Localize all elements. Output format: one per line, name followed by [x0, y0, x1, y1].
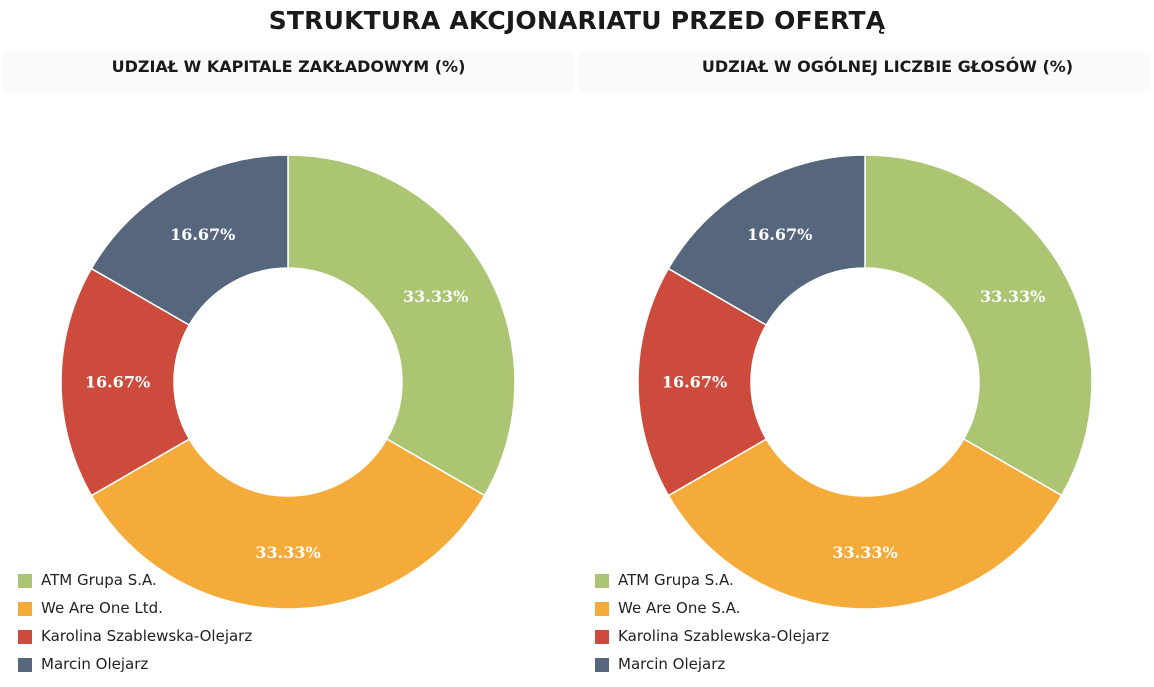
donut-slice	[90, 437, 486, 610]
legend-label: We Are One Ltd.	[41, 599, 163, 617]
legend-swatch	[18, 602, 32, 616]
donut-chart-capital: 33.33% 33.33% 16.67% 16.67%	[60, 154, 516, 610]
legend-swatch	[595, 602, 609, 616]
slice-data-label: 33.33%	[403, 287, 468, 306]
slice-data-label: 16.67%	[662, 373, 727, 392]
chart-panel-capital: UDZIAŁ W KAPITALE ZAKŁADOWYM (%) 33.33% 3…	[0, 48, 577, 687]
legend-label: Karolina Szablewska-Olejarz	[618, 627, 830, 645]
legend-swatch	[595, 574, 609, 588]
chart-title-bar	[579, 52, 1151, 92]
legend-swatch	[18, 630, 32, 644]
chart-title: UDZIAŁ W KAPITALE ZAKŁADOWYM (%)	[111, 57, 466, 76]
donut-slice	[60, 267, 191, 497]
legend-label: Marcin Olejarz	[618, 655, 726, 673]
donut-slice	[90, 154, 289, 327]
legend-label: Marcin Olejarz	[41, 655, 149, 673]
slice-data-label: 33.33%	[832, 543, 897, 562]
donut-slice	[287, 154, 516, 497]
slice-data-label: 33.33%	[980, 287, 1045, 306]
donut-slice	[667, 154, 866, 327]
legend-label: ATM Grupa S.A.	[41, 571, 157, 589]
donut-slice	[864, 154, 1093, 497]
slice-data-label: 16.67%	[170, 225, 235, 244]
legend-swatch	[18, 658, 32, 672]
slice-data-label: 16.67%	[85, 373, 150, 392]
donut-slice	[637, 267, 768, 497]
page-title: STRUKTURA AKCJONARIATU PRZED OFERTĄ	[268, 6, 886, 35]
legend-swatch	[595, 658, 609, 672]
slice-data-label: 33.33%	[255, 543, 320, 562]
chart-title-bar	[2, 52, 574, 92]
legend-label: We Are One S.A.	[618, 599, 741, 617]
legend-label: ATM Grupa S.A.	[618, 571, 734, 589]
legend-swatch	[595, 630, 609, 644]
donut-slice	[667, 437, 1063, 610]
slice-data-label: 16.67%	[747, 225, 812, 244]
legend-swatch	[18, 574, 32, 588]
chart-title: UDZIAŁ W OGÓLNEJ LICZBIE GŁOSÓW (%)	[701, 57, 1074, 76]
donut-chart-votes: 33.33% 33.33% 16.67% 16.67%	[637, 154, 1093, 610]
legend-label: Karolina Szablewska-Olejarz	[41, 627, 253, 645]
chart-panel-votes: UDZIAŁ W OGÓLNEJ LICZBIE GŁOSÓW (%) 33.3…	[577, 48, 1154, 687]
